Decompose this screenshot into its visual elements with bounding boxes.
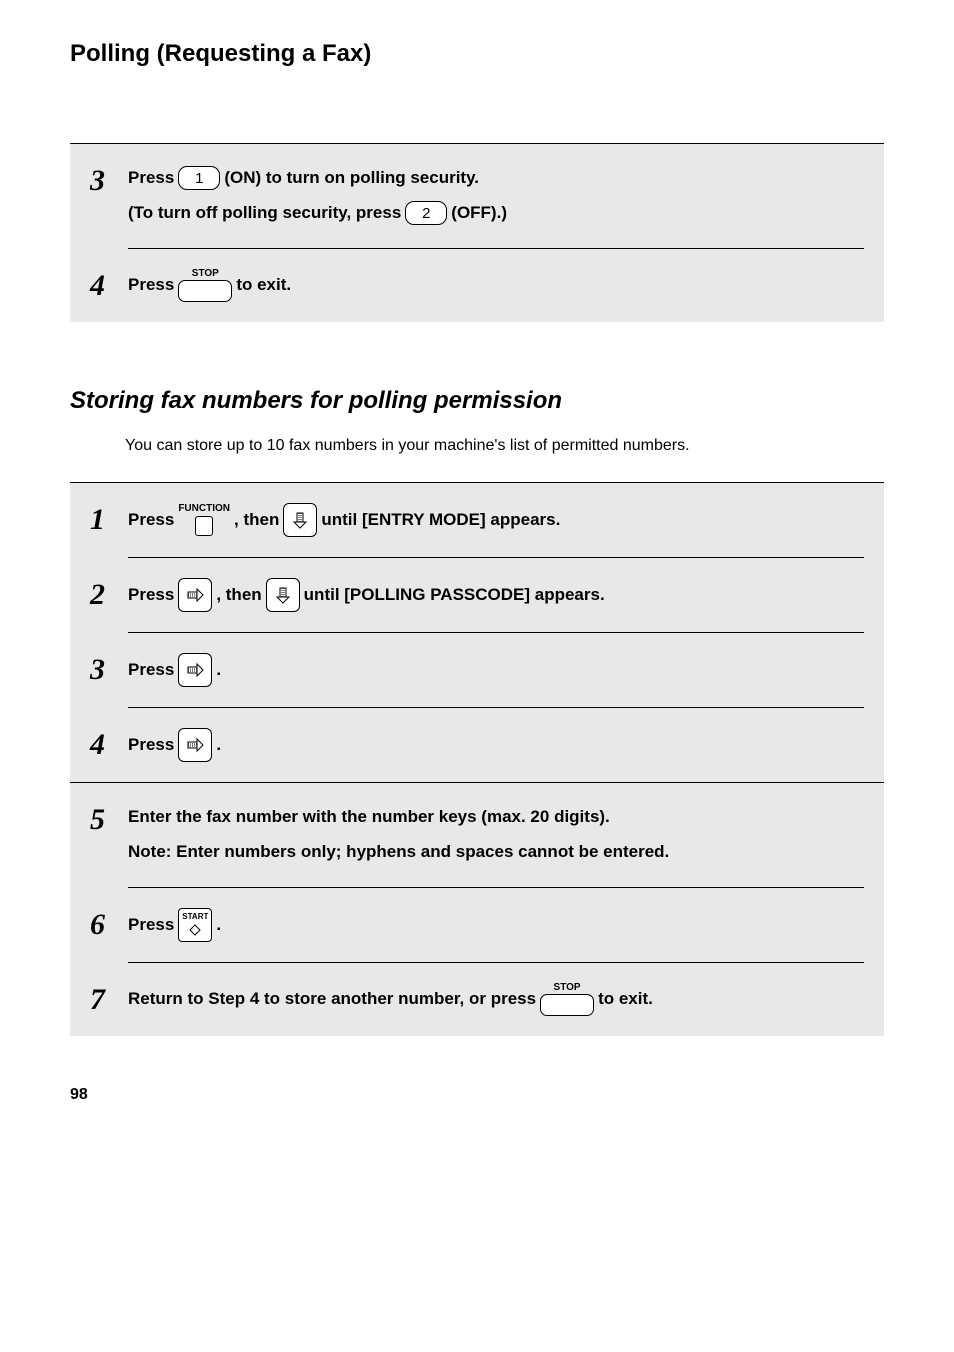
page-title: Polling (Requesting a Fax) — [70, 40, 884, 68]
step-content: Press START . — [128, 908, 864, 942]
step-text: , then — [216, 581, 261, 610]
step-text: Press — [128, 731, 174, 760]
step-text: (ON) to turn on polling security. — [224, 164, 479, 193]
stop-key-box — [178, 280, 232, 302]
stop-label: STOP — [192, 269, 219, 279]
step-text: Press — [128, 581, 174, 610]
step-text: Press — [128, 656, 174, 685]
step-text: (To turn off polling security, press — [128, 199, 401, 228]
number-key-1: 1 — [178, 166, 220, 190]
step-text: to exit. — [236, 271, 291, 300]
step-row: 7 Return to Step 4 to store another numb… — [70, 963, 884, 1036]
steps-block-2: 1 Press FUNCTION , then until [EN — [70, 482, 884, 1036]
step-text: , then — [234, 506, 279, 535]
right-arrow-icon — [185, 660, 205, 680]
step-number: 6 — [90, 908, 128, 940]
function-key: FUNCTION — [178, 504, 230, 536]
step-text: Press — [128, 911, 174, 940]
step-row: 2 Press , then — [70, 558, 884, 632]
start-key: START — [178, 908, 212, 942]
right-arrow-icon — [185, 585, 205, 605]
right-arrow-key — [178, 653, 212, 687]
step-number: 3 — [90, 164, 128, 196]
step-row: 1 Press FUNCTION , then until [EN — [70, 482, 884, 557]
step-number: 4 — [90, 728, 128, 760]
step-content: Enter the fax number with the number key… — [128, 803, 864, 867]
step-text: Enter the fax number with the number key… — [128, 807, 610, 826]
section-heading: Storing fax numbers for polling permissi… — [70, 387, 884, 415]
function-label: FUNCTION — [178, 504, 230, 514]
step-row: 3 Press . — [70, 633, 884, 707]
step-content: Press . — [128, 728, 864, 762]
step-text: Press — [128, 164, 174, 193]
step-number: 2 — [90, 578, 128, 610]
step-text: to exit. — [598, 985, 653, 1014]
step-number: 1 — [90, 503, 128, 535]
right-arrow-key — [178, 578, 212, 612]
step-content: Press FUNCTION , then until [ENTRY MODE]… — [128, 503, 864, 537]
stop-label: STOP — [554, 983, 581, 993]
step-number: 5 — [90, 803, 128, 835]
right-arrow-icon — [185, 735, 205, 755]
step-text: Press — [128, 506, 174, 535]
step-content: Press , then — [128, 578, 864, 612]
step-content: Press 1 (ON) to turn on polling security… — [128, 164, 864, 228]
step-text: (OFF).) — [451, 199, 507, 228]
start-label: START — [182, 913, 208, 921]
step-row: 3 Press 1 (ON) to turn on polling securi… — [70, 143, 884, 248]
down-arrow-key — [266, 578, 300, 612]
intro-text: You can store up to 10 fax numbers in yo… — [125, 435, 884, 457]
step-text: Press — [128, 271, 174, 300]
step-row: 6 Press START . — [70, 888, 884, 962]
number-key-2: 2 — [405, 201, 447, 225]
down-arrow-key — [283, 503, 317, 537]
function-key-box — [195, 516, 213, 536]
stop-key: STOP — [540, 983, 594, 1016]
step-text: . — [216, 656, 221, 685]
stop-key: STOP — [178, 269, 232, 302]
start-diamond-icon — [189, 924, 201, 936]
step-text: . — [216, 731, 221, 760]
page-number: 98 — [70, 1086, 884, 1104]
down-arrow-icon — [290, 510, 310, 530]
step-text: Note: Enter numbers only; hyphens and sp… — [128, 842, 669, 861]
step-text: . — [216, 911, 221, 940]
step-text: until [POLLING PASSCODE] appears. — [304, 581, 605, 610]
step-number: 4 — [90, 269, 128, 301]
step-content: Press STOP to exit. — [128, 269, 864, 302]
step-row: 5 Enter the fax number with the number k… — [70, 782, 884, 887]
step-text: until [ENTRY MODE] appears. — [321, 506, 560, 535]
step-content: Return to Step 4 to store another number… — [128, 983, 864, 1016]
step-row: 4 Press STOP to exit. — [70, 249, 884, 322]
down-arrow-icon — [273, 585, 293, 605]
step-row: 4 Press . — [70, 708, 884, 782]
steps-block-1: 3 Press 1 (ON) to turn on polling securi… — [70, 143, 884, 322]
step-text: Return to Step 4 to store another number… — [128, 985, 536, 1014]
stop-key-box — [540, 994, 594, 1016]
step-number: 3 — [90, 653, 128, 685]
step-content: Press . — [128, 653, 864, 687]
step-number: 7 — [90, 983, 128, 1015]
right-arrow-key — [178, 728, 212, 762]
